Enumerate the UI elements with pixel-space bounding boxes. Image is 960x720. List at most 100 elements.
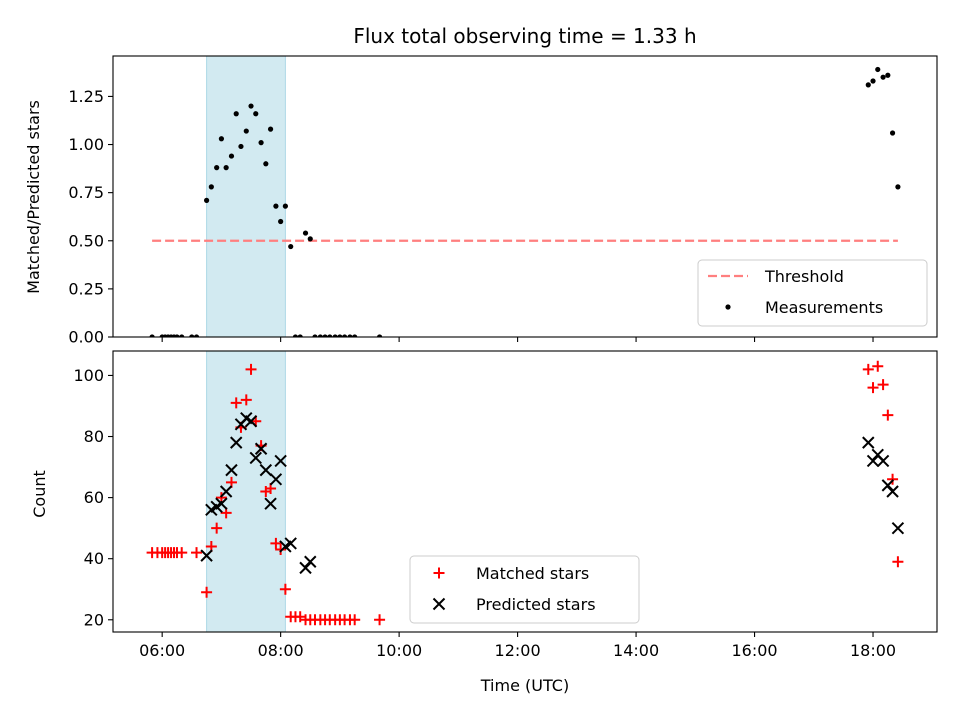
top-point-dot	[253, 111, 259, 117]
top-point-dot	[273, 203, 279, 209]
bottom-point-plus	[279, 583, 291, 595]
top-point-dot	[312, 334, 318, 337]
bottom-legend: Matched stars Predicted stars	[409, 555, 640, 624]
legend-measurements-label: Measurements	[765, 298, 883, 317]
legend-threshold-label: Threshold	[764, 267, 844, 286]
top-point-dot	[288, 243, 294, 250]
bottom-point-x	[304, 555, 317, 568]
bottom-point-x	[269, 473, 283, 486]
bottom-point-x	[254, 442, 268, 455]
bottom-series-0	[146, 360, 904, 626]
bottom-legend-box	[409, 555, 640, 624]
top-point-dot	[248, 103, 254, 109]
top-point-dot	[174, 334, 180, 337]
bottom-point-plus	[867, 382, 879, 394]
bottom-point-x	[219, 485, 233, 498]
bottom-point-x	[274, 454, 287, 468]
top-point-dot	[895, 184, 901, 190]
top-y-tick-label: 0.50	[68, 231, 104, 250]
bottom-point-plus	[872, 360, 884, 372]
top-point-dot	[203, 197, 210, 203]
top-point-dot	[297, 334, 303, 337]
bottom-point-x	[249, 451, 262, 465]
legend-measurements-swatch	[725, 304, 731, 310]
top-legend-box	[697, 259, 928, 327]
x-tick-label: 12:00	[495, 641, 541, 660]
top-y-tick-label: 0.75	[68, 183, 104, 202]
legend-matched-label: Matched stars	[476, 564, 589, 583]
top-point-dot	[302, 230, 309, 236]
top-point-dot	[865, 82, 871, 88]
top-y-tick-label: 0.25	[68, 279, 104, 298]
bottom-y-tick-label: 100	[73, 366, 104, 385]
top-point-dot	[332, 334, 338, 337]
bottom-point-plus	[176, 547, 188, 559]
bottom-y-tick-label: 20	[84, 610, 104, 629]
top-shaded-span	[206, 56, 286, 337]
bottom-point-plus	[349, 614, 361, 626]
bottom-point-plus	[892, 556, 904, 568]
top-axes-frame	[112, 55, 938, 338]
top-point-dot	[228, 153, 235, 159]
top-point-dot	[208, 184, 214, 190]
x-tick-label: 18:00	[850, 641, 896, 660]
bottom-y-tick-label: 80	[84, 427, 104, 446]
bottom-point-x	[891, 521, 905, 535]
bottom-point-plus	[374, 614, 386, 626]
bottom-point-plus	[211, 522, 223, 534]
chart-title: Flux total observing time = 1.33 h	[353, 24, 696, 48]
bottom-shaded-span	[206, 351, 286, 632]
bottom-point-plus	[245, 363, 257, 375]
top-point-dot	[233, 111, 239, 117]
bottom-point-plus	[862, 363, 874, 375]
top-series-0	[149, 66, 901, 337]
top-point-dot	[875, 66, 881, 73]
bottom-point-x	[244, 415, 258, 428]
top-point-dot	[342, 334, 348, 337]
top-point-dot	[263, 161, 269, 167]
bottom-point-plus	[275, 544, 287, 556]
top-point-dot	[870, 78, 876, 84]
bottom-point-plus	[877, 379, 889, 391]
top-point-dot	[307, 236, 313, 242]
top-point-dot	[238, 143, 244, 150]
bottom-point-x	[230, 436, 243, 449]
top-point-dot	[376, 334, 383, 337]
top-point-dot	[317, 334, 323, 337]
bottom-point-x	[284, 537, 297, 550]
top-point-dot	[327, 334, 333, 337]
x-tick-label: 16:00	[731, 641, 777, 660]
top-y-axis-label: Matched/Predicted stars	[24, 100, 43, 294]
bottom-point-x	[264, 497, 277, 510]
bottom-y-tick-label: 60	[84, 488, 104, 507]
bottom-panel: 06:00 08:00 10:00 12:00 14:00 16:00 18:00 20 40 6…	[73, 350, 938, 660]
top-point-dot	[347, 334, 353, 337]
bottom-point-x	[215, 497, 228, 510]
top-y-tick-label: 1.00	[68, 135, 104, 154]
bottom-point-x	[876, 454, 890, 468]
bottom-point-x	[862, 436, 875, 449]
top-point-dot	[337, 334, 343, 337]
bottom-point-x	[200, 549, 213, 562]
top-point-dot	[880, 74, 886, 80]
top-point-dot	[292, 334, 299, 337]
bottom-y-tick-label: 40	[84, 549, 104, 568]
bottom-point-plus	[240, 394, 252, 406]
x-axis-label: Time (UTC)	[480, 676, 569, 695]
x-tick-label: 10:00	[376, 641, 422, 660]
bottom-point-plus	[270, 537, 282, 549]
top-point-dot	[258, 140, 264, 146]
top-y-tick-label: 0.00	[68, 328, 104, 347]
top-point-dot	[179, 334, 185, 337]
top-point-dot	[282, 203, 288, 209]
bottom-plot-area	[146, 351, 905, 632]
top-point-dot	[243, 128, 249, 134]
bottom-point-x	[886, 485, 899, 498]
bottom-point-plus	[882, 409, 894, 421]
bottom-point-plus	[191, 547, 203, 559]
top-point-dot	[214, 165, 220, 171]
legend-matched-swatch	[433, 567, 445, 579]
top-point-dot	[885, 72, 891, 78]
top-point-dot	[322, 334, 328, 337]
